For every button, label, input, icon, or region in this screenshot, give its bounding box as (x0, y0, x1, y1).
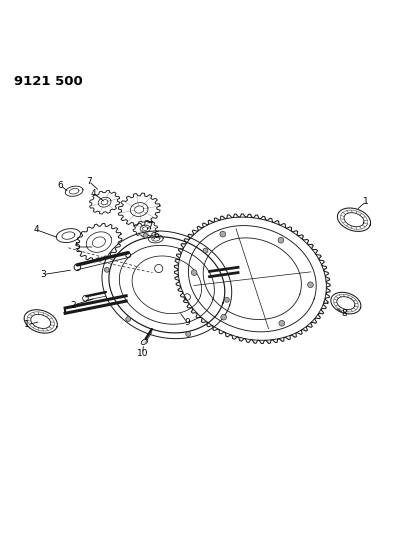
Circle shape (186, 332, 191, 336)
Circle shape (143, 233, 148, 238)
Circle shape (191, 270, 197, 276)
Circle shape (104, 268, 109, 272)
Circle shape (83, 295, 88, 301)
Circle shape (126, 317, 131, 321)
Circle shape (221, 314, 226, 320)
Text: 7: 7 (86, 176, 92, 185)
Text: 4: 4 (91, 189, 97, 198)
Text: 10: 10 (137, 350, 148, 359)
Circle shape (126, 253, 131, 257)
Circle shape (307, 282, 313, 288)
Text: 1: 1 (363, 197, 369, 206)
Circle shape (224, 297, 229, 302)
Text: 5: 5 (74, 243, 80, 252)
Text: 6: 6 (58, 181, 63, 190)
Circle shape (278, 237, 284, 243)
Text: 7: 7 (148, 221, 153, 230)
Circle shape (279, 320, 285, 326)
Circle shape (220, 231, 226, 237)
Text: 9121 500: 9121 500 (14, 75, 83, 88)
Text: 2: 2 (70, 301, 76, 310)
Circle shape (203, 248, 208, 253)
Text: 8: 8 (341, 309, 347, 318)
Text: 9: 9 (184, 318, 190, 327)
Ellipse shape (141, 339, 148, 344)
Text: 3: 3 (40, 270, 46, 279)
Circle shape (74, 264, 81, 271)
Text: 1: 1 (24, 320, 30, 329)
Text: 6: 6 (154, 231, 159, 240)
Text: 4: 4 (34, 225, 39, 235)
